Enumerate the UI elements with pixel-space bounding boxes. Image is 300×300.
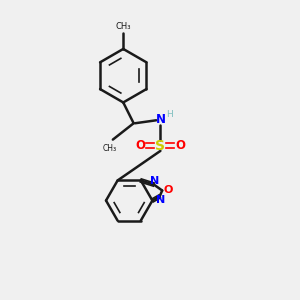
Text: O: O	[164, 185, 173, 196]
Text: N: N	[155, 112, 165, 126]
Text: O: O	[136, 139, 146, 152]
Text: N: N	[150, 176, 159, 186]
Text: H: H	[166, 110, 173, 119]
Text: O: O	[175, 139, 185, 152]
Text: CH₃: CH₃	[102, 144, 116, 153]
Text: S: S	[155, 139, 165, 152]
Text: N: N	[156, 195, 165, 205]
Text: CH₃: CH₃	[116, 22, 131, 31]
